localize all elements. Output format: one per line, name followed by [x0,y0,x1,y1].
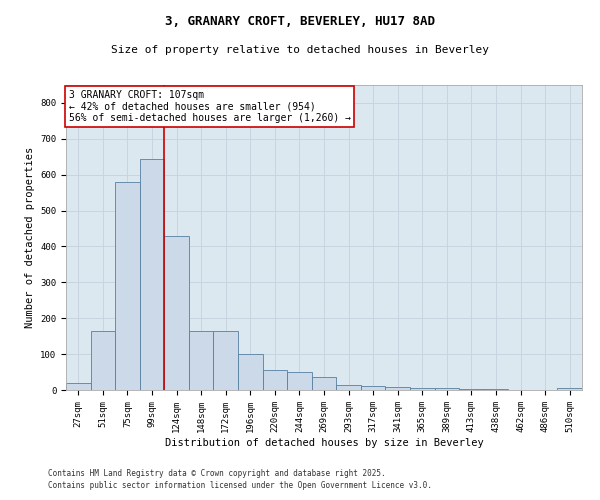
X-axis label: Distribution of detached houses by size in Beverley: Distribution of detached houses by size … [164,438,484,448]
Bar [336,384,361,390]
Bar [263,370,287,390]
Bar [115,182,140,390]
Bar [312,378,336,390]
Bar [385,387,410,390]
Y-axis label: Number of detached properties: Number of detached properties [25,147,35,328]
Bar [140,158,164,390]
Text: Contains HM Land Registry data © Crown copyright and database right 2025.: Contains HM Land Registry data © Crown c… [48,468,386,477]
Text: 3, GRANARY CROFT, BEVERLEY, HU17 8AD: 3, GRANARY CROFT, BEVERLEY, HU17 8AD [165,15,435,28]
Text: 3 GRANARY CROFT: 107sqm
← 42% of detached houses are smaller (954)
56% of semi-d: 3 GRANARY CROFT: 107sqm ← 42% of detache… [68,90,350,123]
Bar [459,389,484,390]
Bar [91,331,115,390]
Text: Size of property relative to detached houses in Beverley: Size of property relative to detached ho… [111,45,489,55]
Bar [557,388,582,390]
Bar [189,331,214,390]
Bar [66,383,91,390]
Bar [410,388,434,390]
Bar [164,236,189,390]
Bar [214,331,238,390]
Text: Contains public sector information licensed under the Open Government Licence v3: Contains public sector information licen… [48,481,432,490]
Bar [238,354,263,390]
Bar [434,388,459,390]
Bar [287,372,312,390]
Bar [361,386,385,390]
